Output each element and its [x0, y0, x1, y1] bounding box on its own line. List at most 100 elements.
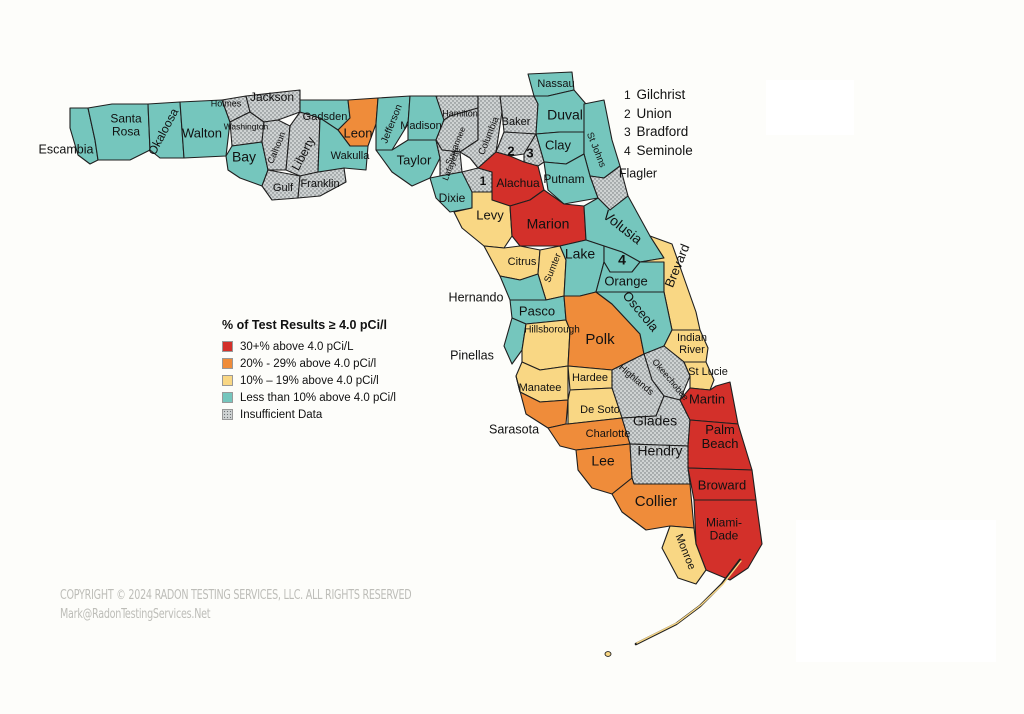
county-label-flagler: Flagler: [619, 166, 657, 180]
county-label-gulf: Gulf: [273, 182, 294, 194]
county-label-martin: Martin: [689, 391, 725, 406]
county-label-glades: Glades: [633, 413, 677, 429]
county-label-santa-rosa: Santa Rosa: [110, 112, 142, 139]
county-label-gadsden: Gadsden: [303, 111, 348, 123]
florida-keys: [604, 558, 742, 657]
county-label-union: 2: [507, 143, 514, 158]
number-key-num: 1: [624, 88, 631, 102]
county-label-bay: Bay: [232, 149, 256, 165]
copyright-email: Mark@RadonTestingServices.Net: [60, 607, 211, 622]
county-label-hernando: Hernando: [449, 290, 504, 304]
county-label-polk: Polk: [585, 331, 615, 348]
county-label-seminole: 4: [618, 252, 626, 268]
number-key-item: 1 Gilchrist: [624, 86, 693, 105]
county-pinellas: [503, 317, 527, 365]
county-label-palm-beach: Palm Beach: [702, 422, 739, 451]
county-label-holmes: Holmes: [211, 98, 242, 108]
county-label-dixie: Dixie: [439, 191, 466, 205]
county-label-duval: Duval: [547, 107, 583, 123]
legend-item: Less than 10% above 4.0 pCi/l: [222, 389, 396, 406]
legend-label: 20% - 29% above 4.0 pCi/l: [240, 357, 377, 370]
blank-panel: [766, 80, 854, 135]
county-label-levy: Levy: [476, 207, 504, 222]
county-label-gilchrist: 1: [480, 174, 487, 188]
legend-item: 10% – 19% above 4.0 pCi/l: [222, 372, 396, 389]
legend-label: Less than 10% above 4.0 pCi/l: [240, 391, 396, 404]
legend-label: Insufficient Data: [240, 408, 323, 421]
county-label-broward: Broward: [698, 477, 746, 492]
county-label-washington: Washington: [224, 121, 269, 131]
county-label-sarasota: Sarasota: [489, 422, 539, 436]
legend-label: 30+% above 4.0 pCi/L: [240, 340, 354, 353]
county-label-franklin: Franklin: [300, 178, 339, 190]
county-label-clay: Clay: [545, 137, 572, 152]
county-label-putnam: Putnam: [543, 172, 584, 186]
county-label-madison: Madison: [400, 120, 442, 132]
county-label-walton: Walton: [182, 125, 222, 140]
legend-swatch: [222, 341, 233, 352]
number-key-county: Gilchrist: [632, 87, 686, 102]
legend-swatch: [222, 392, 233, 403]
county-label-hendry: Hendry: [637, 443, 682, 459]
county-bradford: [523, 133, 545, 167]
county-hernando: [499, 273, 547, 301]
number-key-item: 2 Union: [624, 105, 693, 124]
county-label-marion: Marion: [527, 216, 570, 232]
county-label-wakulla: Wakulla: [331, 150, 371, 162]
number-key-num: 2: [624, 106, 631, 121]
county-label-hardee: Hardee: [572, 372, 608, 384]
number-key-item: 3 Bradford: [624, 123, 693, 142]
county-label-manatee: Manatee: [519, 382, 562, 394]
county-label-charlotte: Charlotte: [586, 428, 631, 440]
number-key-county: Seminole: [632, 142, 693, 158]
copyright-line: COPYRIGHT © 2024 RADON TESTING SERVICES,…: [60, 588, 412, 603]
legend-swatch: [222, 375, 233, 386]
legend-swatch: [222, 409, 233, 420]
county-label-miami-dade: Miami-Dade: [706, 516, 742, 543]
county-label-pinellas: Pinellas: [450, 348, 494, 362]
legend-item: 30+% above 4.0 pCi/L: [222, 338, 396, 355]
county-label-hillsborough: Hillsborough: [524, 325, 580, 336]
legend-title: % of Test Results ≥ 4.0 pCi/l: [222, 318, 387, 332]
county-label-escambia: Escambia: [39, 142, 94, 156]
number-key: 1 Gilchrist 2 Union 3 Bradford 4 Seminole: [624, 86, 693, 160]
county-label-collier: Collier: [635, 493, 678, 510]
county-label-pasco: Pasco: [519, 303, 555, 318]
number-key-num: 4: [624, 143, 631, 158]
county-label-jackson: Jackson: [250, 90, 294, 104]
legend-item: Insufficient Data: [222, 406, 396, 423]
county-sarasota: [515, 375, 569, 429]
legend-label: 10% – 19% above 4.0 pCi/l: [240, 374, 379, 387]
county-brevard: [639, 235, 701, 331]
copyright-notice: COPYRIGHT © 2024 RADON TESTING SERVICES,…: [60, 586, 412, 624]
number-key-item: 4 Seminole: [624, 142, 693, 161]
blank-panel: [796, 520, 996, 662]
legend-item: 20% - 29% above 4.0 pCi/l: [222, 355, 396, 372]
county-label-orange: Orange: [604, 273, 647, 288]
county-wakulla: [317, 117, 369, 173]
county-monroe: [661, 525, 707, 585]
county-label-leon: Leon: [344, 125, 373, 140]
county-label-taylor: Taylor: [397, 152, 432, 167]
number-key-county: Union: [632, 105, 672, 121]
county-label-hamilton: Hamilton: [442, 108, 478, 118]
county-label-nassau: Nassau: [537, 78, 574, 90]
number-key-num: 3: [624, 125, 631, 139]
county-walton: [179, 99, 231, 159]
county-label-alachua: Alachua: [496, 176, 540, 190]
county-label-lee: Lee: [591, 453, 615, 469]
county-label-st-lucie: St Lucie: [688, 366, 728, 378]
county-label-de-soto: De Soto: [580, 404, 620, 416]
legend: % of Test Results ≥ 4.0 pCi/l 30+% above…: [222, 318, 396, 423]
county-okaloosa: [147, 101, 185, 159]
county-label-lake: Lake: [565, 246, 596, 262]
county-label-bradford: 3: [526, 145, 533, 160]
county-santa-rosa: [87, 103, 151, 161]
county-label-baker: Baker: [502, 116, 531, 128]
county-label-indian-river: Indian River: [677, 332, 707, 356]
legend-swatch: [222, 358, 233, 369]
number-key-county: Bradford: [632, 124, 689, 139]
county-label-citrus: Citrus: [508, 256, 537, 268]
